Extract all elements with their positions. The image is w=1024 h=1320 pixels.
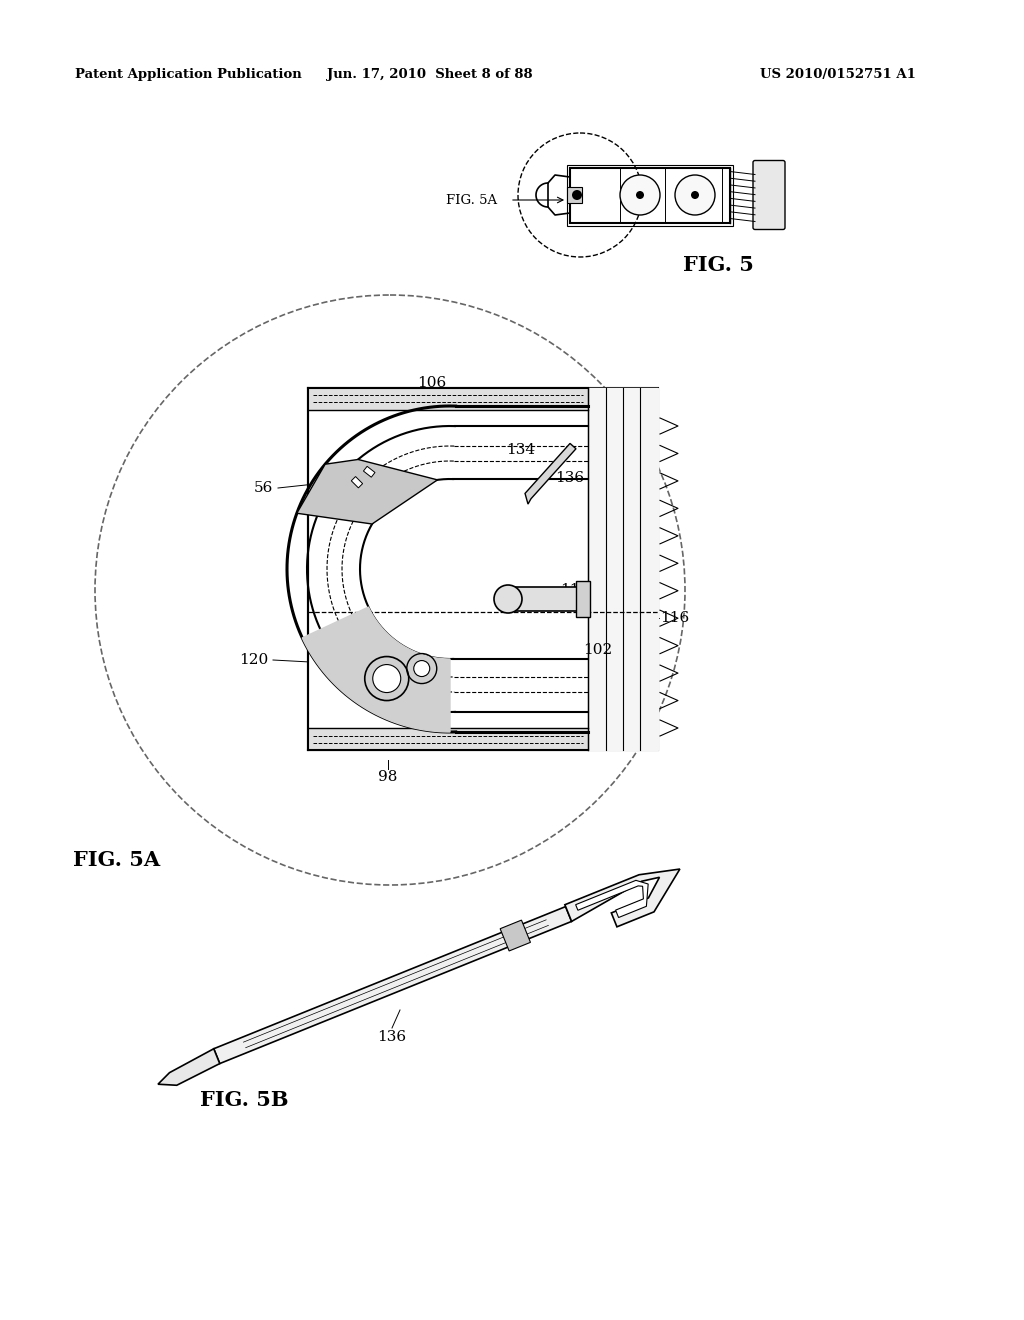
Text: 56: 56 xyxy=(254,480,273,495)
Text: 120: 120 xyxy=(239,653,268,667)
Text: Jun. 17, 2010  Sheet 8 of 88: Jun. 17, 2010 Sheet 8 of 88 xyxy=(328,69,532,81)
Text: FIG. 5B: FIG. 5B xyxy=(200,1090,289,1110)
Polygon shape xyxy=(588,388,658,750)
Bar xyxy=(351,477,362,488)
Text: 136: 136 xyxy=(555,471,584,484)
Circle shape xyxy=(691,191,699,199)
Bar xyxy=(575,581,590,616)
Text: FIG. 5A: FIG. 5A xyxy=(73,850,160,870)
Polygon shape xyxy=(575,880,648,917)
Polygon shape xyxy=(308,729,588,750)
Text: Patent Application Publication: Patent Application Publication xyxy=(75,69,302,81)
Circle shape xyxy=(620,176,660,215)
Bar xyxy=(567,165,733,226)
Circle shape xyxy=(494,585,522,612)
Polygon shape xyxy=(158,1049,220,1085)
Polygon shape xyxy=(500,920,530,950)
Text: 112: 112 xyxy=(560,583,589,597)
Circle shape xyxy=(636,191,644,199)
Text: 98: 98 xyxy=(378,770,397,784)
Text: 136: 136 xyxy=(378,1030,407,1044)
Circle shape xyxy=(675,176,715,215)
Circle shape xyxy=(572,190,582,201)
Text: 134: 134 xyxy=(506,444,536,457)
Text: FIG. 5: FIG. 5 xyxy=(683,255,754,275)
Text: FIG. 5A: FIG. 5A xyxy=(446,194,497,206)
Bar xyxy=(364,466,375,478)
Polygon shape xyxy=(214,907,571,1064)
Polygon shape xyxy=(308,388,588,411)
Polygon shape xyxy=(565,869,680,927)
Circle shape xyxy=(414,660,430,677)
Text: 102: 102 xyxy=(584,643,612,657)
Bar xyxy=(508,587,578,611)
Text: US 2010/0152751 A1: US 2010/0152751 A1 xyxy=(760,69,915,81)
Text: 116: 116 xyxy=(660,611,689,624)
Circle shape xyxy=(373,664,400,693)
Bar xyxy=(308,388,658,750)
Polygon shape xyxy=(297,459,437,524)
FancyBboxPatch shape xyxy=(753,161,785,230)
Polygon shape xyxy=(302,607,450,733)
Bar xyxy=(570,168,730,223)
Polygon shape xyxy=(525,444,575,504)
Text: 106: 106 xyxy=(418,376,446,389)
Bar xyxy=(567,187,582,203)
